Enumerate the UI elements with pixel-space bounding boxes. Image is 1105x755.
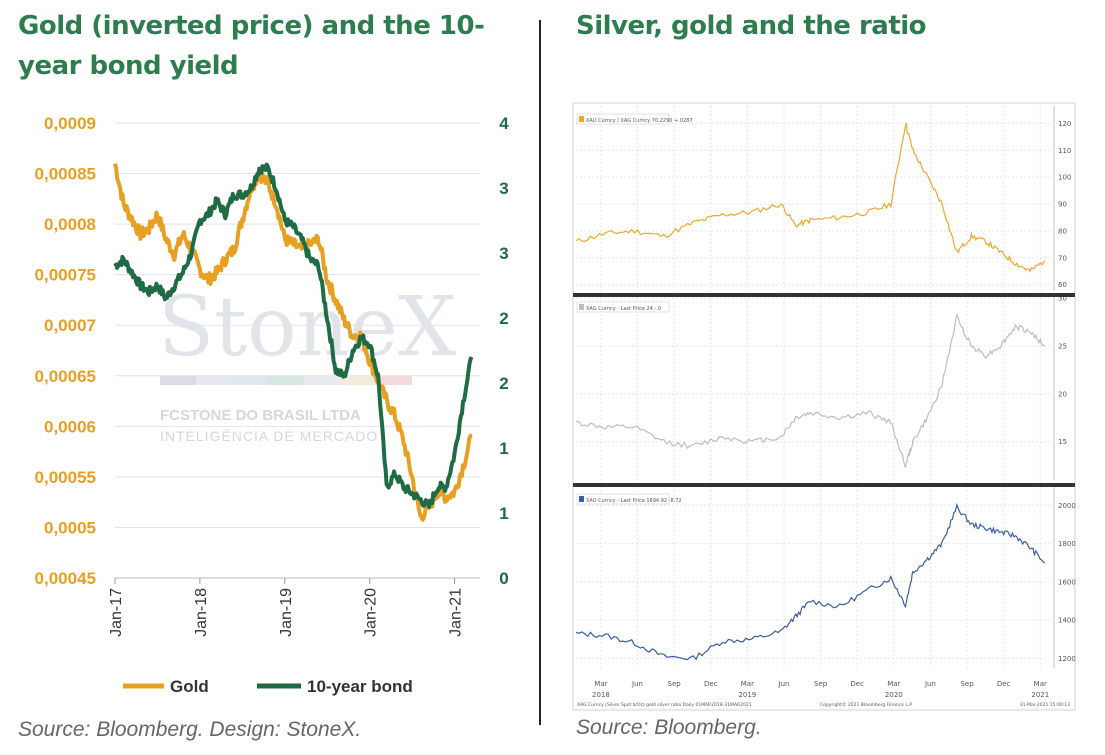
y-left-tick-label: 0,0005 — [44, 518, 96, 537]
y-right-tick-label: 2 — [499, 374, 508, 393]
right-y-tick-label: 1800 — [1058, 540, 1076, 548]
panel-separator — [573, 293, 1075, 297]
right-x-year-label: 2019 — [738, 691, 756, 699]
right-legend-label: XAU Curncy - Last Price 1694.92 -8.72 — [586, 498, 682, 504]
y-left-tick-label: 0,0006 — [44, 417, 96, 436]
right-y-tick-label: 30 — [1058, 295, 1067, 303]
right-y-tick-label: 1200 — [1058, 655, 1076, 663]
y-right-tick-label: 3 — [499, 179, 508, 198]
right-x-tick-label: Dec — [997, 680, 1011, 688]
x-tick-label: Jan-20 — [363, 588, 380, 637]
right-chart-title: Silver, gold and the ratio — [576, 11, 927, 41]
right-series-line — [575, 502, 1045, 661]
x-tick-label: Jan-18 — [193, 588, 210, 637]
y-right-tick-label: 4 — [499, 114, 509, 133]
watermark-line2: INTELIGÊNCIA DE MERCADO — [160, 428, 378, 444]
right-y-tick-label: 15 — [1058, 438, 1067, 446]
watermark-stripe — [376, 376, 412, 385]
right-y-tick-label: 2000 — [1058, 502, 1076, 510]
right-series-line — [575, 312, 1045, 468]
series-line-10-year-bond — [113, 162, 474, 509]
right-y-tick-label: 20 — [1058, 390, 1067, 398]
right-source-note: Source: Bloomberg. — [576, 716, 762, 739]
y-right-tick-label: 3 — [499, 244, 508, 263]
right-x-year-label: 2021 — [1031, 691, 1049, 699]
right-x-tick-label: Jun — [924, 680, 936, 688]
right-y-tick-label: 1400 — [1058, 617, 1076, 625]
y-left-tick-label: 0,00065 — [35, 367, 96, 386]
right-x-tick-label: Mar — [1034, 680, 1047, 688]
right-x-tick-label: Jun — [778, 680, 790, 688]
y-left-tick-label: 0,00075 — [35, 266, 96, 285]
right-x-tick-label: Dec — [850, 680, 864, 688]
watermark-stripe — [268, 376, 304, 385]
left-source-note: Source: Bloomberg. Design: StoneX. — [18, 718, 362, 741]
right-legend-box — [576, 301, 670, 313]
bloomberg-frame — [572, 102, 1076, 711]
y-left-tick-label: 0,00085 — [35, 165, 96, 184]
right-y-tick-label: 1600 — [1058, 578, 1076, 586]
watermark-stripe — [304, 376, 340, 385]
legend-label-bond: 10-year bond — [307, 677, 413, 696]
right-legend-box — [576, 493, 670, 505]
right-footer-mid: Copyright© 2021 Bloomberg Finance L.P. — [820, 701, 913, 708]
right-legend-swatch — [579, 496, 584, 502]
x-tick-label: Jan-21 — [448, 588, 465, 637]
right-x-tick-label: Mar — [741, 680, 754, 688]
right-y-tick-label: 70 — [1058, 254, 1067, 262]
right-y-tick-label: 25 — [1058, 342, 1067, 350]
legend-label-gold: Gold — [170, 677, 209, 696]
y-right-tick-label: 1 — [499, 504, 508, 523]
right-y-tick-label: 60 — [1058, 281, 1067, 289]
right-legend-label: XAU Curncy / XAG Curncy 70.2290 +.0287 — [586, 118, 693, 124]
watermark-line1: FCSTONE DO BRASIL LTDA — [160, 407, 361, 424]
y-left-tick-label: 0,0008 — [44, 215, 96, 234]
right-x-tick-label: Sep — [960, 680, 974, 688]
watermark-brand: StoneX — [158, 280, 456, 375]
right-y-tick-label: 80 — [1058, 227, 1067, 235]
right-legend-swatch — [579, 304, 584, 310]
right-legend-box — [576, 113, 670, 125]
y-right-tick-label: 0 — [499, 569, 508, 588]
right-footer-left: XAG Curncy (Silver Spot $/Oz) gold silve… — [577, 702, 752, 708]
y-left-tick-label: 0,0009 — [44, 114, 96, 133]
panel-divider — [539, 20, 541, 725]
right-footer-right: 31-Mar-2021 15:00:13 — [1020, 702, 1070, 708]
y-right-tick-label: 1 — [499, 439, 508, 458]
right-x-tick-label: Mar — [594, 680, 607, 688]
right-x-tick-label: Mar — [887, 680, 900, 688]
y-left-tick-label: 0,00045 — [35, 569, 96, 588]
right-series-line — [575, 121, 1046, 273]
watermark-stripe — [196, 376, 232, 385]
right-y-tick-label: 90 — [1058, 201, 1067, 209]
x-tick-label: Jan-19 — [278, 588, 295, 637]
x-tick-label: Jan-17 — [108, 588, 125, 637]
right-y-tick-label: 100 — [1058, 174, 1071, 182]
right-x-tick-label: Jun — [631, 680, 643, 688]
right-x-tick-label: Dec — [704, 680, 718, 688]
y-left-tick-label: 0,00055 — [35, 468, 96, 487]
panel-separator — [573, 483, 1075, 487]
right-x-tick-label: Sep — [814, 680, 828, 688]
right-legend-label: XAG Curncy - Last Price 24 -.0 — [586, 306, 661, 312]
watermark-stripe — [232, 376, 268, 385]
right-y-tick-label: 110 — [1058, 147, 1071, 155]
left-chart-title: Gold (inverted price) and the 10-year bo… — [18, 11, 485, 81]
watermark-stripe — [160, 376, 196, 385]
right-x-year-label: 2018 — [592, 691, 610, 699]
right-x-tick-label: Sep — [668, 680, 682, 688]
y-right-tick-label: 2 — [499, 309, 508, 328]
right-x-year-label: 2020 — [885, 691, 903, 699]
series-line-gold — [113, 163, 473, 522]
right-legend-swatch — [579, 116, 584, 122]
right-y-tick-label: 120 — [1058, 120, 1071, 128]
y-left-tick-label: 0,0007 — [44, 316, 96, 335]
watermark-stripe — [340, 376, 376, 385]
